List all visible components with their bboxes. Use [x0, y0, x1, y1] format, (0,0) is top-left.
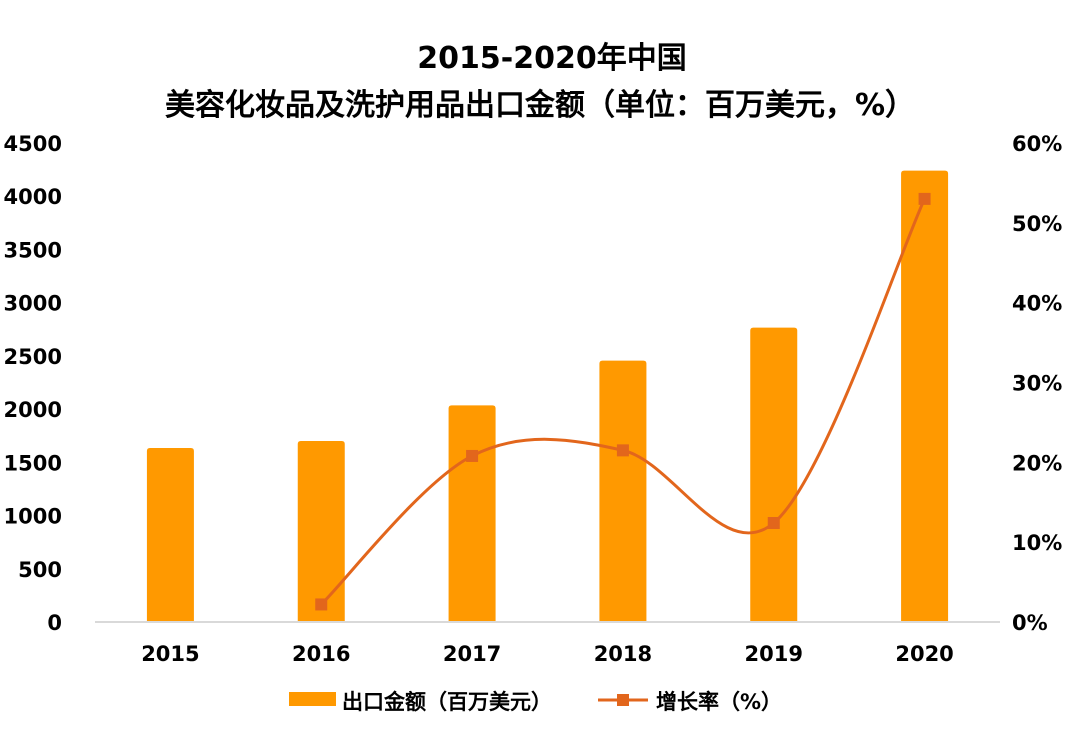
- x-axis-tick: 2017: [443, 642, 501, 666]
- bar-2016: [297, 441, 345, 622]
- legend-label-bar: 出口金额（百万美元）: [342, 690, 552, 714]
- x-axis-tick: 2018: [594, 642, 652, 666]
- right-axis-tick: 30%: [1012, 372, 1062, 396]
- x-axis-tick: 2020: [895, 642, 953, 666]
- left-axis-tick: 3500: [4, 238, 62, 262]
- bar-2017: [448, 405, 496, 622]
- x-axis-tick: 2015: [141, 642, 199, 666]
- left-axis-tick: 1500: [4, 451, 62, 475]
- growth-rate-marker: [466, 449, 479, 462]
- left-axis-tick: 3000: [4, 292, 62, 316]
- bar-2018: [599, 360, 647, 622]
- growth-rate-line: [320, 198, 926, 606]
- growth-rate-marker: [315, 598, 328, 611]
- left-axis-tick: 2000: [4, 398, 62, 422]
- bar-2019: [750, 327, 798, 622]
- x-axis-tick: 2019: [745, 642, 803, 666]
- right-axis-tick: 10%: [1012, 531, 1062, 555]
- right-axis-tick: 40%: [1012, 292, 1062, 316]
- legend-swatch-marker: [617, 694, 629, 706]
- legend: 出口金额（百万美元） 增长率（%）: [289, 690, 782, 714]
- bar-2015: [146, 447, 194, 622]
- right-axis-tick: 20%: [1012, 451, 1062, 475]
- legend-label-line: 增长率（%）: [656, 690, 782, 714]
- left-axis-tick: 4500: [4, 132, 62, 156]
- left-axis-tick: 0: [47, 611, 62, 635]
- growth-rate-marker: [616, 444, 629, 457]
- chart-title-line2: 美容化妆品及洗护用品出口金额（单位：百万美元，%）: [165, 88, 915, 123]
- left-axis-tick: 4000: [4, 185, 62, 209]
- chart-title-line1: 2015-2020年中国: [417, 41, 686, 76]
- left-axis-tick: 500: [18, 558, 62, 582]
- right-axis-tick: 0%: [1012, 611, 1048, 635]
- growth-rate-marker: [918, 192, 931, 205]
- left-axis-tick: 2500: [4, 345, 62, 369]
- x-axis-tick: 2016: [292, 642, 350, 666]
- growth-rate-marker: [767, 517, 780, 530]
- legend-swatch-bar: [289, 692, 336, 706]
- right-axis-tick: 50%: [1012, 212, 1062, 236]
- right-axis-tick: 60%: [1012, 132, 1062, 156]
- bar-2020: [901, 170, 949, 623]
- left-axis-tick: 1000: [4, 505, 62, 529]
